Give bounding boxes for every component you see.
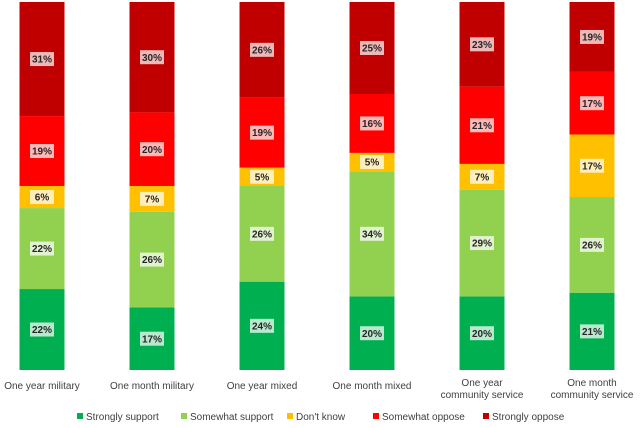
legend: Strongly support Somewhat support Don't kn… xyxy=(77,412,565,423)
legend-swatch xyxy=(181,413,187,419)
data-label: 21% xyxy=(582,327,602,338)
category-label: One year mixed xyxy=(227,381,298,392)
data-label: 22% xyxy=(32,325,52,336)
data-label: 7% xyxy=(475,172,490,183)
data-label-box xyxy=(30,322,54,337)
category-label: community service xyxy=(551,390,634,401)
data-label: 20% xyxy=(362,329,382,340)
data-label-box xyxy=(470,326,494,341)
data-label-box xyxy=(250,226,274,241)
category-label: One month military xyxy=(110,381,194,392)
data-label: 21% xyxy=(472,121,492,132)
data-label: 5% xyxy=(365,158,380,169)
data-label: 16% xyxy=(362,119,382,130)
legend-label: Strongly oppose xyxy=(492,412,565,423)
data-label-box xyxy=(30,241,54,256)
data-label: 25% xyxy=(362,44,382,55)
data-label-box xyxy=(250,169,274,184)
data-label: 26% xyxy=(252,45,272,56)
data-label: 19% xyxy=(582,33,602,44)
legend-label: Somewhat oppose xyxy=(382,412,465,423)
category-label: community service xyxy=(441,390,524,401)
data-label: 26% xyxy=(582,240,602,251)
legend-swatch xyxy=(77,413,83,419)
legend-label: Don't know xyxy=(296,412,346,423)
legend-swatch xyxy=(287,413,293,419)
data-label-box xyxy=(140,252,164,267)
data-label-box xyxy=(140,50,164,65)
data-label-box xyxy=(30,52,54,67)
data-label: 31% xyxy=(32,55,52,66)
category-label: One year military xyxy=(4,381,80,392)
category-label: One year xyxy=(461,378,503,389)
legend-swatch xyxy=(373,413,379,419)
category-label: One month xyxy=(567,378,616,389)
data-label-box xyxy=(470,118,494,133)
data-label: 30% xyxy=(142,53,162,64)
data-label: 17% xyxy=(582,99,602,110)
data-label-box xyxy=(250,125,274,140)
data-label: 26% xyxy=(252,229,272,240)
category-label: One month mixed xyxy=(333,381,412,392)
data-label: 24% xyxy=(252,321,272,332)
data-label: 19% xyxy=(32,147,52,158)
data-label: 20% xyxy=(472,329,492,340)
x-axis: One year military One month military One y… xyxy=(4,378,634,401)
legend-label: Strongly support xyxy=(86,412,159,423)
data-label: 22% xyxy=(32,244,52,255)
data-label-box xyxy=(580,96,604,111)
data-label-box xyxy=(30,190,54,205)
data-label: 5% xyxy=(255,172,270,183)
data-label-box xyxy=(470,236,494,251)
data-label-box xyxy=(30,144,54,159)
data-label-box xyxy=(360,116,384,131)
data-label-box xyxy=(140,331,164,346)
data-label: 20% xyxy=(142,145,162,156)
data-label-box xyxy=(250,42,274,57)
data-label-box xyxy=(250,318,274,333)
data-label: 23% xyxy=(472,40,492,51)
data-label: 34% xyxy=(362,229,382,240)
data-label: 19% xyxy=(252,128,272,139)
data-label-box xyxy=(360,326,384,341)
data-label-box xyxy=(140,191,164,206)
data-label: 7% xyxy=(145,194,160,205)
data-label-box xyxy=(580,29,604,44)
data-label: 17% xyxy=(582,161,602,172)
data-label-box xyxy=(580,158,604,173)
data-label-box xyxy=(580,237,604,252)
data-label: 6% xyxy=(35,193,50,204)
plot-area: 22% 22% 6% 19% 31% 17% 26% 7% 20% 30% 24% 26% 5% 19% 2… xyxy=(19,1,615,370)
data-label-box xyxy=(140,142,164,157)
data-label-box xyxy=(360,226,384,241)
data-label-box xyxy=(360,155,384,170)
data-label: 26% xyxy=(142,255,162,266)
legend-swatch xyxy=(483,413,489,419)
data-label-box xyxy=(360,41,384,55)
data-label-box xyxy=(470,169,494,184)
data-label: 29% xyxy=(472,239,492,250)
data-label-box xyxy=(470,37,494,52)
data-label: 17% xyxy=(142,334,162,345)
legend-label: Somewhat support xyxy=(190,412,274,423)
data-label-box xyxy=(580,324,604,339)
